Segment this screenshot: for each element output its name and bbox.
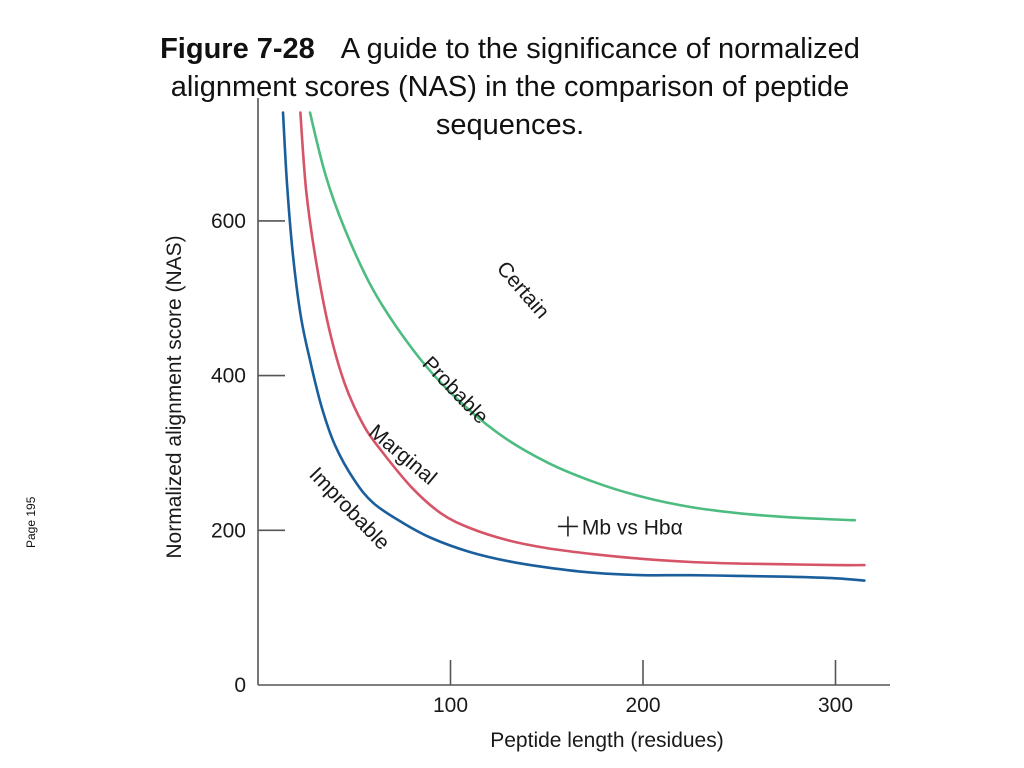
y-tick-label: 400 (211, 365, 246, 388)
y-axis-title: Normalized alignment score (NAS) (163, 235, 186, 558)
region-label-certain: Certain (492, 257, 554, 323)
x-tick-label: 100 (433, 694, 468, 717)
figure-number: Figure 7-28 (160, 33, 315, 65)
x-tick-label: 200 (625, 694, 660, 717)
figure-caption: Figure 7-28 A guide to the significance o… (110, 30, 910, 144)
caption-text: A guide to the significance of normalize… (170, 33, 860, 141)
x-axis-title: Peptide length (residues) (490, 729, 723, 752)
marginal-boundary-curve (299, 111, 866, 567)
mb-vs-hba-point (557, 516, 578, 537)
point-label: Mb vs Hbα (582, 516, 683, 539)
probable-boundary-curve (308, 111, 857, 522)
improbable-boundary-curve (281, 111, 866, 582)
y-tick-label: 200 (211, 519, 246, 542)
x-tick-label: 300 (818, 694, 853, 717)
y-tick-label: 600 (211, 210, 246, 233)
y-tick-label: 0 (234, 674, 246, 697)
region-label-probable: Probable (418, 352, 493, 428)
